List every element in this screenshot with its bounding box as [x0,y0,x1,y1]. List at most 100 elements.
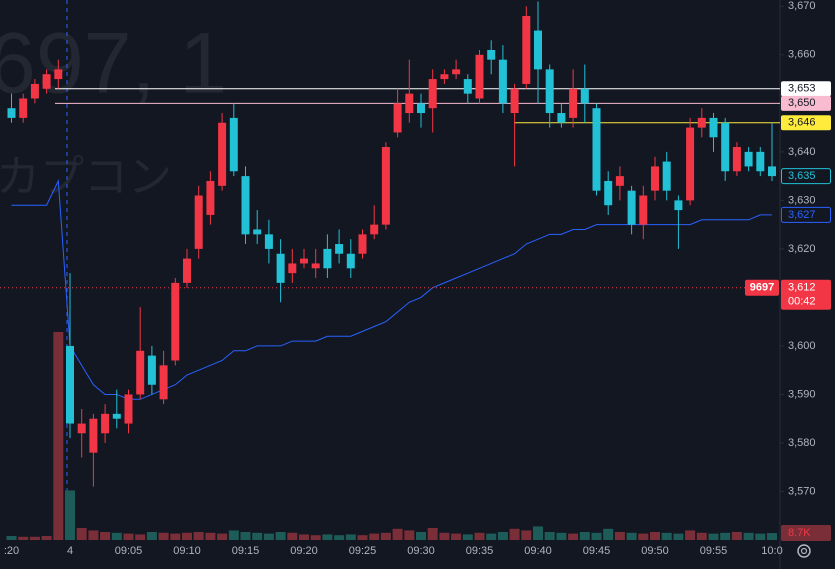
volume-bar [591,532,602,540]
y-tick-label: 3,620 [788,243,816,255]
y-tick-label: 3,600 [788,340,816,352]
x-tick-label: 09:05 [115,545,143,557]
level-label: 3,653 [788,83,816,95]
candle-body [744,151,753,167]
candle-body [498,59,507,104]
volume-bar [521,530,532,540]
level-badge [781,95,831,111]
vwap-line [11,179,772,400]
x-tick-label: 09:35 [466,545,494,557]
candle-body [183,258,191,283]
volume-bar [568,533,579,540]
candle-body [7,108,16,118]
volume-bar [146,532,157,540]
volume-bar [228,530,239,540]
volume-bar [462,534,473,540]
volume-label: 8.7K [788,527,811,539]
volume-bar [135,534,146,540]
candle-body [147,355,156,385]
volume-bar [685,530,696,540]
candle-body [580,88,589,104]
candle-body [475,54,484,99]
candle-body [662,161,671,191]
volume-bar [263,533,274,540]
candle-body [136,350,145,395]
volume-bar [416,532,426,540]
y-tick-label: 3,590 [788,388,816,400]
candle-body [358,234,367,254]
candle-body [335,244,344,254]
candle-body [124,394,133,424]
volume-bar [65,490,75,540]
x-tick-label: 09:45 [583,545,611,557]
last-price-label: 3,612 [788,282,816,294]
candle-body [19,98,28,118]
volume-bar [76,528,87,540]
volume-bar [474,532,485,540]
y-tick-label: 3,580 [788,437,816,449]
volume-bar [357,535,368,540]
settings-icon[interactable] [797,544,811,558]
volume-bar [708,533,719,540]
volume-bar [767,533,777,540]
x-tick-label: 09:10 [173,545,201,557]
candle-body [768,166,776,177]
candle-body [428,79,437,109]
volume-bar [486,533,497,540]
candle-body [534,30,542,70]
volume-bar [579,532,590,540]
volume-bar [556,532,567,540]
x-tick-label: 09:55 [700,545,728,557]
y-tick-label: 3,640 [788,146,816,158]
candle-body [66,345,74,424]
candle-body [452,69,461,75]
y-tick-label: 3,670 [788,0,816,12]
candle-body [639,195,648,225]
volume-bar [217,533,228,540]
volume-bar [755,533,766,540]
candle-body [651,166,659,191]
x-tick-label: 09:30 [407,545,435,557]
gear-outer[interactable] [797,544,811,558]
volume-bar [392,528,403,540]
volume-bar [182,532,192,540]
candle-body [674,200,683,211]
volume-bar [661,532,672,540]
candle-body [627,190,636,225]
x-tick-label: 09:40 [524,545,552,557]
volume-bar [451,533,462,540]
level-label: 3,646 [788,117,816,129]
candle-body [30,83,39,99]
volume-badge [781,525,831,542]
volume-bar [369,533,380,540]
volume-bar [18,536,29,540]
candle-body [89,418,98,453]
volume-bar [287,532,298,540]
volume-bar [533,526,543,540]
candle-body [42,74,51,89]
gear-inner[interactable] [800,547,808,555]
volume-bar [111,532,122,540]
candle-body [171,282,180,361]
volume-bar [626,532,637,540]
candle-body [440,74,449,80]
volume-bar [603,528,614,540]
last-price-badge [781,279,831,310]
candle-body [405,93,414,114]
price-badge-label: 3,627 [788,209,816,221]
candle-body [697,117,706,128]
candle-body [381,147,390,225]
volume-bar [673,533,684,540]
countdown-label: 00:42 [788,296,816,308]
volume-bar [252,532,263,540]
volume-bar [41,536,52,540]
candle-body [300,258,308,264]
volume-bar [509,528,520,540]
candle-body [522,16,531,84]
candle-body [288,263,297,274]
watermark-name: カプコン [0,153,172,202]
x-tick-label: 09:25 [349,545,377,557]
candle-body [545,69,554,114]
volume-bar [720,532,731,540]
